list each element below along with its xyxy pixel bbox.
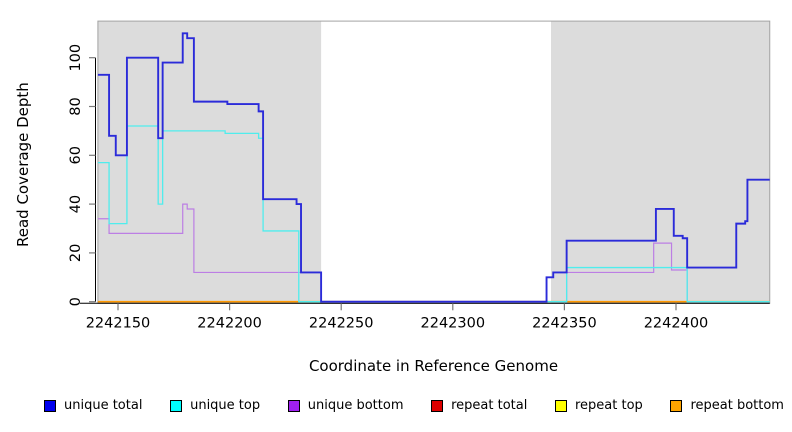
- x-axis-title: Coordinate in Reference Genome: [308, 357, 559, 375]
- series-unique-total: [97, 32, 770, 303]
- legend-item: unique bottom: [287, 398, 404, 413]
- y-tick-label: 60: [68, 146, 84, 164]
- legend-item: repeat bottom: [670, 398, 784, 413]
- legend-label: repeat bottom: [690, 398, 784, 413]
- repeat-region: [97, 21, 322, 304]
- coverage-plot: 2242150 2242200 2242250 2242300 2242350 22424…: [68, 20, 771, 331]
- series-unique-top: [97, 125, 770, 303]
- x-tick-label: 2242200: [197, 315, 262, 331]
- x-tick-label: 2242150: [86, 315, 151, 331]
- x-tick-label: 2242400: [644, 315, 709, 331]
- legend-swatch-repeat-total: [431, 399, 444, 412]
- y-tick-label: 100: [68, 44, 84, 72]
- legend-swatch-repeat-bottom: [670, 399, 683, 412]
- legend-item: unique top: [170, 398, 260, 413]
- y-tick-label: 40: [68, 195, 84, 213]
- legend: unique total unique top unique bottom re…: [44, 398, 784, 413]
- legend-item: unique total: [44, 398, 142, 413]
- legend-swatch-repeat-top: [555, 399, 567, 412]
- legend-item: repeat top: [555, 398, 643, 413]
- x-tick-label: 2242250: [309, 315, 374, 331]
- legend-swatch-unique-bottom: [287, 399, 300, 412]
- x-tick-label: 2242300: [421, 315, 486, 331]
- y-tick-label: 80: [68, 97, 84, 115]
- legend-label: repeat total: [451, 398, 528, 413]
- legend-label: unique top: [190, 398, 261, 413]
- x-tick-label: 2242350: [532, 315, 597, 331]
- y-tick-label: 0: [68, 297, 84, 306]
- legend-label: unique total: [64, 398, 143, 413]
- legend-label: repeat top: [575, 398, 643, 413]
- legend-swatch-unique-top: [170, 399, 183, 412]
- legend-item: repeat total: [431, 398, 527, 413]
- legend-swatch-unique-total: [44, 399, 56, 412]
- y-axis-title: Read Coverage Depth: [14, 82, 32, 248]
- repeat-region: [551, 21, 770, 304]
- y-tick-label: 20: [68, 244, 84, 262]
- legend-label: unique bottom: [307, 398, 404, 413]
